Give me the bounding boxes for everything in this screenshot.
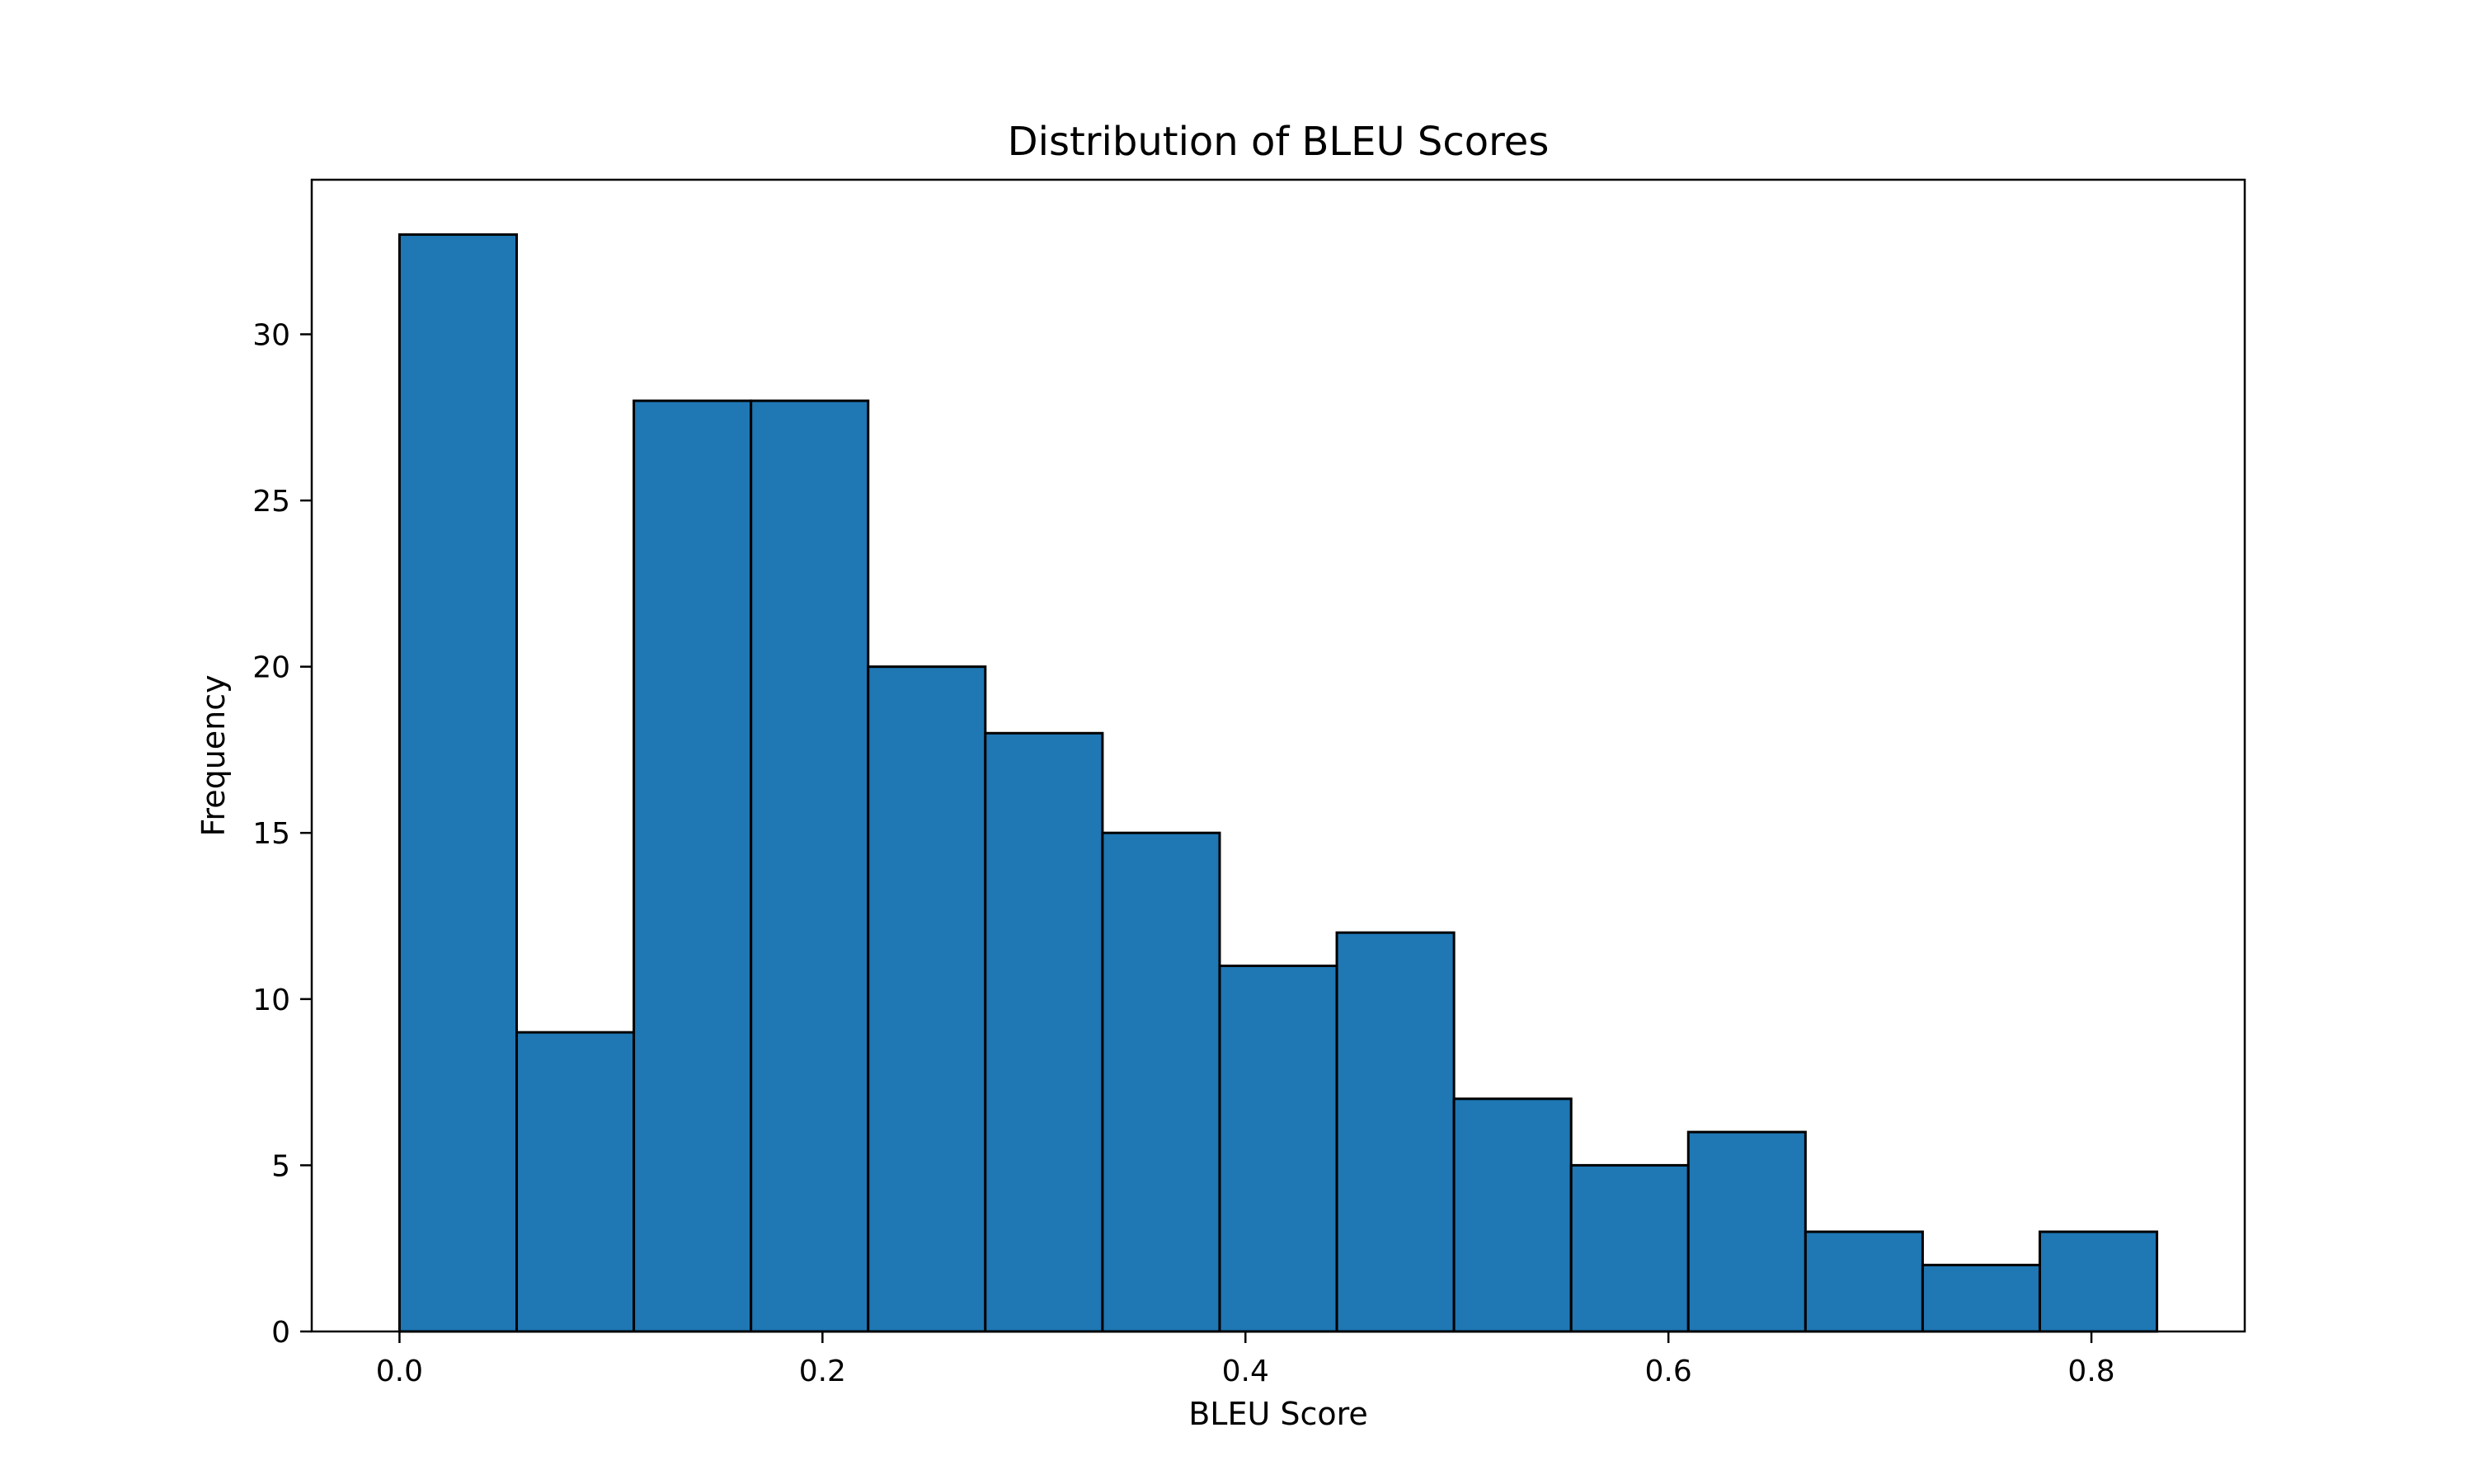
plot-frame <box>310 178 2246 1333</box>
histogram-bars <box>397 233 2159 1333</box>
histogram-bar <box>633 399 753 1333</box>
histogram-bar <box>1686 1130 1807 1333</box>
x-tick-label: 0.8 <box>2067 1355 2114 1388</box>
histogram-bar <box>1569 1163 1690 1333</box>
histogram-bar <box>1804 1230 1924 1333</box>
x-tick-label: 0.0 <box>376 1355 423 1388</box>
x-tick-label: 0.2 <box>799 1355 846 1388</box>
x-tick-label: 0.6 <box>1645 1355 1692 1388</box>
histogram-bar <box>1101 831 1221 1333</box>
histogram-bar <box>2038 1230 2159 1333</box>
histogram-bar <box>397 233 519 1333</box>
y-axis-label: Frequency <box>195 674 232 836</box>
histogram-bar <box>1218 965 1338 1333</box>
histogram-bar <box>1335 931 1456 1333</box>
histogram-bar <box>1452 1097 1573 1333</box>
histogram-bar <box>750 399 870 1333</box>
histogram-bar <box>1921 1263 2041 1333</box>
x-axis-label: BLEU Score <box>1188 1396 1368 1432</box>
y-tick-label: 30 <box>252 318 290 352</box>
y-tick-label: 10 <box>252 984 290 1017</box>
x-axis: 0.0 0.2 0.4 0.6 0.8 <box>376 1331 2115 1388</box>
histogram-bar <box>984 731 1104 1333</box>
y-tick-label: 25 <box>252 485 290 519</box>
x-tick-label: 0.4 <box>1222 1355 1269 1388</box>
histogram-bar <box>515 1031 636 1333</box>
y-tick-label: 5 <box>271 1149 290 1183</box>
y-tick-label: 20 <box>252 651 290 685</box>
chart-title: Distribution of BLEU Scores <box>1008 119 1550 165</box>
y-tick-label: 0 <box>271 1316 290 1350</box>
y-axis: 0 5 10 15 20 25 30 <box>252 318 312 1350</box>
y-tick-label: 15 <box>252 817 290 851</box>
histogram-bar <box>867 665 987 1333</box>
